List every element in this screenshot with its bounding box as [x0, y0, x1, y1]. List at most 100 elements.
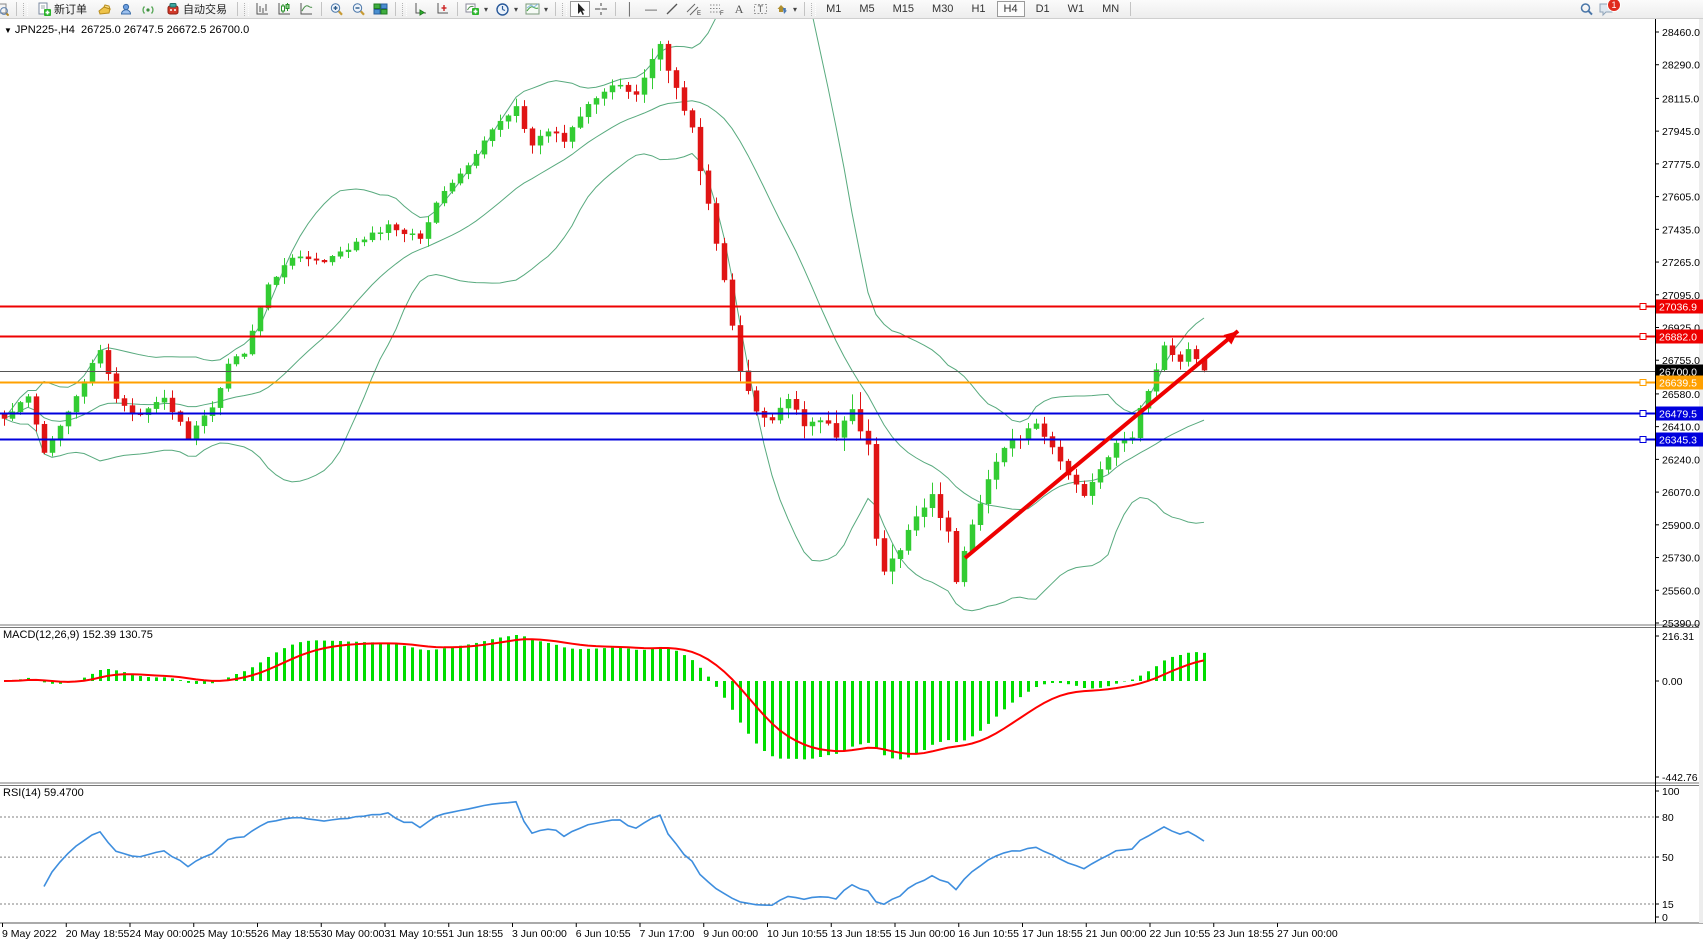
price-tick-label: 26755.0	[1662, 355, 1700, 367]
autotrade-label: 自动交易	[183, 4, 227, 16]
level-handle	[1639, 436, 1647, 443]
time-axis-label: 27 Jun 00:00	[1277, 928, 1338, 940]
chart-shift-button[interactable]	[432, 1, 453, 17]
timeframe-h4-button[interactable]: H4	[996, 1, 1025, 17]
time-axis-label: 31 May 10:55	[385, 928, 449, 940]
price-tick-label: 28115.0	[1662, 93, 1699, 105]
autotrade-icon	[167, 3, 179, 15]
new-order-icon	[38, 2, 51, 16]
rsi-tick-label: 80	[1662, 812, 1674, 824]
main-toolbar: 新订单 自动交易	[0, 0, 1703, 19]
chart-magnifier-icon	[0, 3, 9, 16]
trendline-tool[interactable]	[662, 1, 682, 17]
timeframe-m5-button[interactable]: M5	[859, 3, 875, 15]
time-axis-label: 25 May 10:55	[193, 928, 257, 940]
toolbar-separator	[615, 2, 617, 16]
text-label-tool[interactable]: T	[750, 1, 771, 17]
timeframe-d1-button[interactable]: D1	[1035, 3, 1050, 15]
price-tick-label: 27605.0	[1662, 192, 1700, 204]
text-tool[interactable]: A	[734, 1, 744, 16]
candlestick-chart-button[interactable]	[274, 1, 295, 17]
vertical-line-tool[interactable]: │	[626, 2, 634, 16]
time-axis-label: 15 Jun 00:00	[895, 928, 956, 940]
svg-text:27036.9: 27036.9	[1659, 302, 1697, 314]
time-axis-label: 24 May 00:00	[130, 928, 194, 940]
time-axis-label: 22 Jun 10:55	[1150, 928, 1211, 940]
bar-chart-button[interactable]	[252, 1, 273, 17]
timeframe-h1-button[interactable]: H1	[971, 3, 986, 15]
timeframe-w1-button[interactable]: W1	[1067, 3, 1085, 15]
toolbar-grip	[562, 2, 568, 16]
market-watch-button[interactable]	[94, 1, 115, 17]
rsi-tick-label: 50	[1662, 852, 1674, 864]
time-axis-label: 9 Jun 00:00	[703, 928, 758, 940]
chat-button[interactable]: 1	[1598, 0, 1621, 17]
crosshair-tool-button[interactable]	[591, 1, 611, 17]
toolbar-grip	[244, 2, 249, 16]
candles	[1, 40, 1208, 587]
horizontal-line-tool[interactable]: —	[645, 2, 658, 16]
price-level-badge	[1656, 299, 1703, 314]
auto-scroll-button[interactable]	[410, 1, 431, 17]
rsi-tick-label: 15	[1662, 899, 1674, 911]
timeframe-m15-button[interactable]: M15	[892, 3, 915, 15]
trendline-icon	[666, 3, 678, 15]
signals-button[interactable]	[138, 1, 159, 17]
fibonacci-tool[interactable]: F	[706, 1, 728, 17]
periods-button[interactable]: ▾	[492, 1, 521, 17]
timeframe-mn-button[interactable]: MN	[1102, 3, 1120, 15]
toolbar-separator	[16, 2, 17, 16]
channel-tool[interactable]: E	[683, 1, 705, 17]
macd-histogram	[11, 635, 1206, 760]
arrows-caret: ▾	[793, 4, 798, 14]
templates-button[interactable]: ▾	[522, 1, 551, 17]
toolbar-grip	[811, 2, 817, 16]
toolbar-grip	[402, 2, 407, 16]
line-chart-button[interactable]	[296, 1, 317, 17]
price-tick-label: 27775.0	[1662, 159, 1700, 171]
crosshair-icon	[595, 3, 608, 15]
level-handle	[1639, 303, 1647, 310]
tile-windows-button[interactable]	[370, 1, 391, 17]
time-axis-label: 10 Jun 10:55	[767, 928, 828, 940]
one-click-trading-toggle[interactable]: ▼	[4, 26, 12, 35]
time-axis-label: 16 Jun 10:55	[958, 928, 1019, 940]
autotrade-button[interactable]: 自动交易	[160, 1, 233, 17]
indicators-button[interactable]: ▾	[462, 1, 491, 17]
chart-symbol-period: JPN225-,H4	[14, 24, 75, 36]
timeframe-m30-button[interactable]: M30	[932, 3, 954, 15]
cursor-tool-button[interactable]	[570, 1, 591, 17]
zoom-in-icon	[330, 2, 343, 16]
price-tick-label: 27095.0	[1662, 290, 1700, 302]
time-axis-label: 26 May 18:55	[257, 928, 321, 940]
price-level-badge	[1656, 406, 1703, 421]
price-tick-label: 27435.0	[1662, 224, 1700, 236]
toolbar-separator	[321, 2, 322, 16]
timeframe-m1-button[interactable]: M1	[826, 3, 842, 15]
time-axis-label: 30 May 00:00	[321, 928, 385, 940]
macd-tick-label: -442.76	[1662, 772, 1698, 784]
trend-arrow[interactable]	[963, 329, 1240, 560]
chart-properties-icon[interactable]	[0, 1, 12, 17]
toolbar-separator	[1130, 2, 1132, 16]
arrows-tool[interactable]: ▾	[772, 1, 800, 17]
zoom-out-button[interactable]	[348, 1, 369, 17]
rsi-tick-label: 100	[1662, 786, 1680, 798]
new-order-button[interactable]: 新订单	[31, 1, 93, 17]
data-window-button[interactable]	[116, 1, 137, 17]
zoom-in-button[interactable]	[326, 1, 347, 17]
time-axis-label: 13 Jun 18:55	[831, 928, 892, 940]
price-tick-label: 28290.0	[1662, 60, 1700, 72]
search-button[interactable]	[1576, 1, 1597, 17]
candlestick-icon	[278, 3, 290, 15]
chart-ohlc-values: 26725.0 26747.5 26672.5 26700.0	[80, 24, 250, 36]
auto-scroll-icon	[415, 3, 426, 16]
toolbar-separator	[395, 2, 396, 16]
price-tick-label: 26580.0	[1662, 389, 1700, 401]
price-tick-label: 25390.0	[1662, 618, 1700, 630]
time-axis-label: 20 May 18:55	[66, 928, 130, 940]
add-indicator-icon	[465, 3, 479, 15]
search-icon	[1580, 2, 1593, 15]
